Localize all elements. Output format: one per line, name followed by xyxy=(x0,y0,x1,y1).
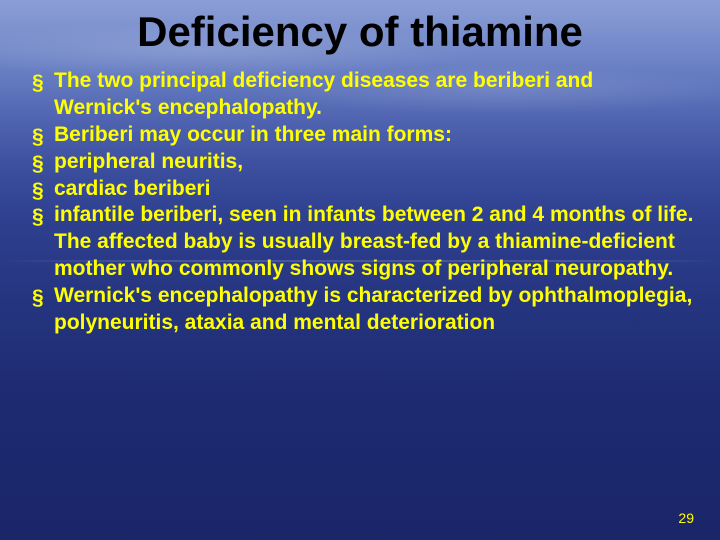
list-item-text: Wernick's encephalopathy is characterize… xyxy=(54,284,692,334)
list-item-text: The two principal deficiency diseases ar… xyxy=(54,69,593,119)
bullet-list: § The two principal deficiency diseases … xyxy=(24,68,696,337)
slide-title: Deficiency of thiamine xyxy=(0,0,720,56)
list-item: § Wernick's encephalopathy is characteri… xyxy=(24,283,696,337)
list-item: § infantile beriberi, seen in infants be… xyxy=(24,202,696,283)
slide-content: § The two principal deficiency diseases … xyxy=(0,56,720,337)
bullet-icon: § xyxy=(32,178,44,205)
bullet-icon: § xyxy=(32,151,44,178)
list-item-text: cardiac beriberi xyxy=(54,177,210,200)
list-item-text: infantile beriberi, seen in infants betw… xyxy=(54,203,693,280)
bullet-icon: § xyxy=(32,204,44,231)
list-item: § The two principal deficiency diseases … xyxy=(24,68,696,122)
bullet-icon: § xyxy=(32,124,44,151)
bullet-icon: § xyxy=(32,70,44,97)
list-item: § Beriberi may occur in three main forms… xyxy=(24,122,696,149)
slide-container: Deficiency of thiamine § The two princip… xyxy=(0,0,720,540)
page-number: 29 xyxy=(678,510,694,526)
list-item-text: Beriberi may occur in three main forms: xyxy=(54,123,452,146)
list-item: § cardiac beriberi xyxy=(24,176,696,203)
list-item-text: peripheral neuritis, xyxy=(54,150,243,173)
bullet-icon: § xyxy=(32,285,44,312)
list-item: § peripheral neuritis, xyxy=(24,149,696,176)
